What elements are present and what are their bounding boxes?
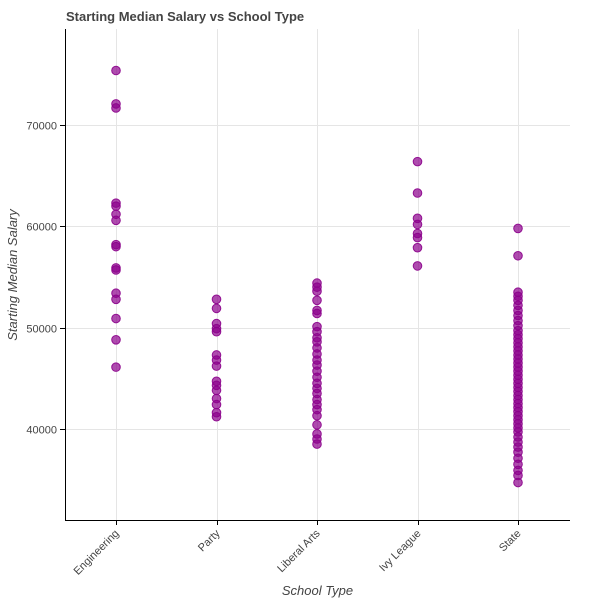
y-axis-label: Starting Median Salary: [5, 208, 20, 341]
data-point: [211, 303, 222, 314]
data-point: [312, 410, 322, 421]
data-point: [312, 295, 322, 306]
data-point: [111, 103, 121, 113]
data-point: [111, 265, 121, 275]
y-tick-label: 40000: [26, 425, 57, 437]
data-point: [111, 294, 121, 305]
data-point: [111, 65, 121, 76]
data-point: [513, 250, 523, 261]
data-point: [111, 362, 121, 372]
data-point: [513, 223, 523, 234]
data-point: [312, 439, 322, 449]
data-point: [211, 411, 222, 422]
data-points: [111, 65, 523, 488]
y-tick-label: 60000: [26, 222, 57, 234]
data-point: [111, 334, 121, 345]
y-ticks: 40000 50000 60000 70000: [26, 121, 65, 437]
data-point: [211, 326, 222, 337]
data-point: [211, 385, 222, 396]
data-point: [111, 201, 121, 211]
x-ticks: Engineering Party Liberal Arts Ivy League St…: [72, 520, 524, 578]
data-point: [412, 188, 423, 198]
data-point: [111, 215, 121, 226]
data-point: [312, 308, 322, 319]
data-point: [412, 232, 423, 243]
x-axis-label: School Type: [282, 583, 353, 598]
data-point: [111, 241, 121, 252]
data-point: [111, 313, 121, 324]
data-point: [211, 294, 222, 305]
data-point: [412, 219, 423, 230]
data-point: [211, 399, 222, 410]
x-tick-label: State: [497, 528, 524, 555]
x-tick-label: Party: [196, 527, 223, 554]
data-point: [513, 477, 523, 488]
y-tick-label: 50000: [26, 324, 57, 336]
data-point: [412, 156, 423, 167]
x-tick-label: Engineering: [72, 528, 122, 578]
data-point: [412, 242, 423, 253]
data-point: [312, 420, 322, 430]
x-tick-label: Liberal Arts: [275, 527, 323, 575]
data-point: [211, 361, 222, 371]
data-point: [412, 261, 423, 271]
x-tick-label: Ivy League: [377, 528, 424, 575]
chart-title: Starting Median Salary vs School Type: [66, 9, 304, 24]
data-point: [312, 286, 322, 297]
y-tick-label: 70000: [26, 121, 57, 133]
